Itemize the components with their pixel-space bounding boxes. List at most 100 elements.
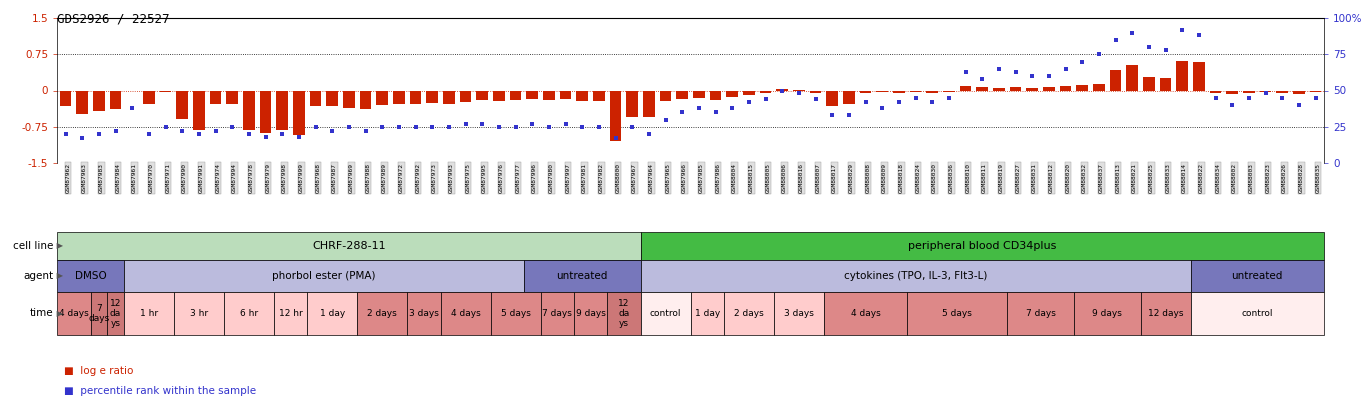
Point [872,104,893,111]
Point [255,134,276,140]
Text: GSM88024: GSM88024 [915,163,921,193]
Text: 5 days: 5 days [943,309,972,318]
Bar [308,292,357,335]
Bar [774,292,824,335]
Text: GSM87967: GSM87967 [632,163,637,193]
Text: GSM88015: GSM88015 [749,163,755,193]
Text: 12
da
ys: 12 da ys [618,298,629,328]
Text: GSM87964: GSM87964 [648,163,654,193]
Point [1072,58,1094,65]
Bar [93,90,105,111]
Point [671,109,693,115]
Bar [926,90,938,94]
Bar [1027,87,1038,90]
Text: GSM87991: GSM87991 [199,163,204,193]
Point [338,124,360,130]
Point [738,99,760,105]
Bar [1076,85,1088,90]
Bar [560,90,572,99]
Text: GSM88023: GSM88023 [1265,163,1271,193]
Bar [1293,90,1305,94]
Text: GSM88029: GSM88029 [849,163,854,193]
Point [888,99,910,105]
Bar [1190,260,1324,292]
Bar [226,90,238,104]
Bar [426,90,439,103]
Bar [1177,60,1188,90]
Text: GSM88031: GSM88031 [1032,163,1038,193]
Text: GSM87968: GSM87968 [316,163,320,193]
Text: 12 hr: 12 hr [279,309,302,318]
Text: GSM88005: GSM88005 [765,163,771,193]
Bar [643,90,655,117]
Point [421,124,443,130]
Point [138,131,159,137]
Text: GSM87982: GSM87982 [599,163,603,193]
Text: 4 days: 4 days [851,309,880,318]
Text: GSM87970: GSM87970 [148,163,154,193]
Text: GSM87963: GSM87963 [82,163,87,193]
Point [854,99,876,105]
Bar [1126,65,1139,90]
Point [204,128,226,134]
Text: cell line: cell line [12,241,53,251]
Text: GSM87965: GSM87965 [666,163,670,193]
Point [1288,102,1310,108]
Text: GSM87986: GSM87986 [715,163,720,193]
Text: 1 day: 1 day [320,309,345,318]
Text: GSM88018: GSM88018 [899,163,904,193]
Text: control: control [1241,309,1273,318]
Text: GSM88025: GSM88025 [1150,163,1154,193]
Bar [76,90,89,114]
Bar [1060,86,1072,90]
Text: GSM88012: GSM88012 [1049,163,1054,193]
Point [71,135,93,142]
Text: GSM88011: GSM88011 [982,163,987,193]
Bar [993,87,1005,90]
Bar [343,90,354,108]
Bar [274,292,308,335]
Bar [143,90,155,104]
Point [1105,36,1126,43]
Point [1139,44,1160,50]
Bar [691,292,723,335]
Text: 2 days: 2 days [734,309,764,318]
Bar [526,90,538,99]
Text: phorbol ester (PMA): phorbol ester (PMA) [272,271,376,281]
Text: GSM88004: GSM88004 [733,163,737,193]
Bar [1276,90,1288,94]
Text: GSM87975: GSM87975 [466,163,470,193]
Bar [776,89,789,90]
Point [1155,47,1177,53]
Bar [493,90,505,101]
Bar [260,90,271,133]
Text: GSM87971: GSM87971 [166,163,170,193]
Point [637,131,659,137]
Point [1188,32,1209,38]
Text: 2 days: 2 days [368,309,398,318]
Text: GSM87992: GSM87992 [415,163,421,193]
Text: GSM88027: GSM88027 [1016,163,1020,193]
Text: cytokines (TPO, IL-3, Flt3-L): cytokines (TPO, IL-3, Flt3-L) [844,271,987,281]
Bar [843,90,855,104]
Point [805,96,827,102]
Point [287,134,309,140]
Text: GSM88033: GSM88033 [1166,163,1170,193]
Point [1054,66,1076,72]
Bar [677,90,688,99]
Bar [893,90,904,94]
Bar [659,90,671,101]
Text: GSM87981: GSM87981 [582,163,587,193]
Point [571,124,592,130]
Bar [760,90,771,94]
Bar [1190,292,1324,335]
Text: GSM87997: GSM87997 [565,163,571,193]
Bar [509,90,522,100]
Bar [1193,62,1205,90]
Point [821,112,843,118]
Point [388,124,410,130]
Text: ■  log e ratio: ■ log e ratio [64,366,133,375]
Bar [610,90,621,141]
Bar [1009,87,1022,90]
Bar [293,90,305,135]
